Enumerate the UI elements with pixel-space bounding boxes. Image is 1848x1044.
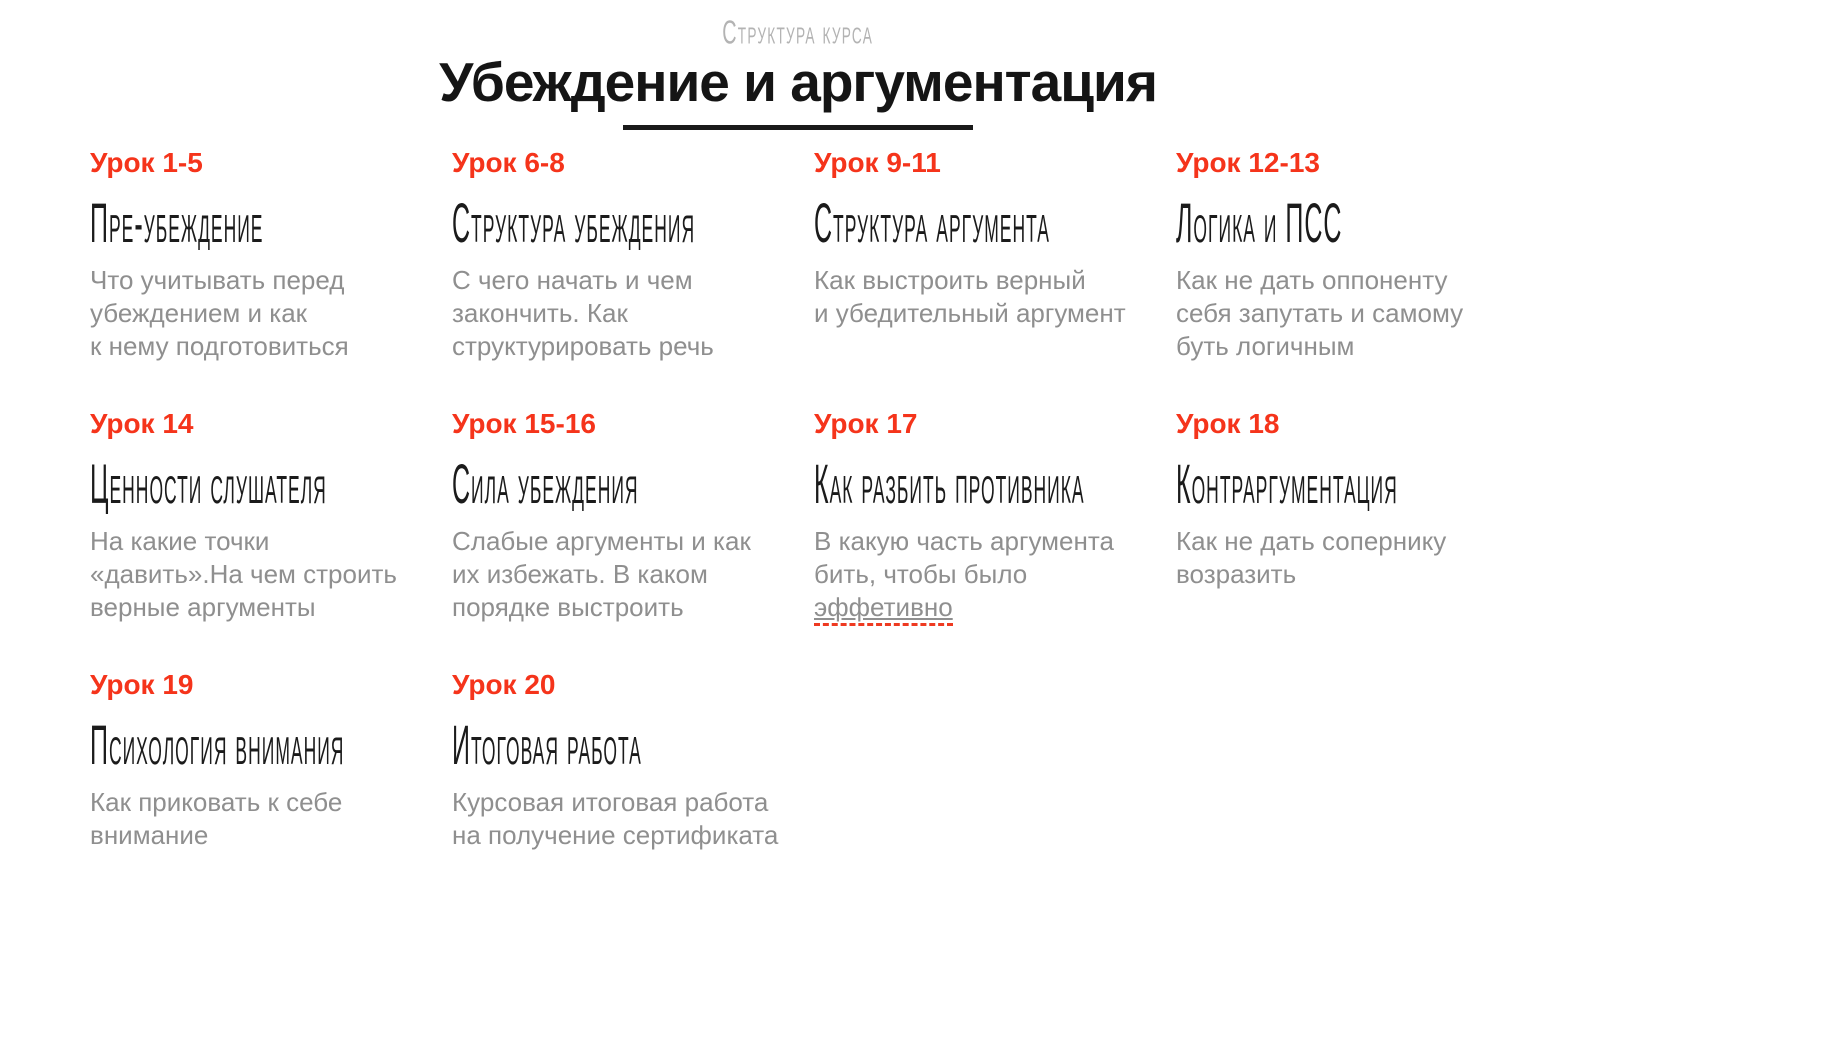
lesson-title-row: Контраргументация bbox=[1176, 455, 1538, 515]
description-line: убеждением и как bbox=[90, 298, 308, 328]
lesson-title: Логика и ПСС bbox=[1176, 191, 1343, 255]
lesson-title: Пре-убеждение bbox=[90, 191, 264, 255]
lesson-label: Урок 17 bbox=[814, 408, 918, 439]
description-line: В какую часть аргумента bbox=[814, 526, 1114, 556]
lesson-title-row: Логика и ПСС bbox=[1176, 194, 1538, 254]
description-line: порядке выстроить bbox=[452, 592, 684, 622]
description-line: их избежать. В каком bbox=[452, 559, 708, 589]
page-title: Убеждение и аргументация bbox=[439, 51, 1158, 113]
description-line: внимание bbox=[90, 820, 209, 850]
description-line: структурировать речь bbox=[452, 331, 714, 361]
description-line: На какие точки bbox=[90, 526, 270, 556]
lesson-card: Урок 17 Как разбить противника В какую ч… bbox=[814, 408, 1176, 626]
description-line: Как выстроить верный bbox=[814, 265, 1086, 295]
lesson-card: Урок 15-16 Сила убеждения Слабые аргумен… bbox=[452, 409, 814, 624]
description-line: к нему подготовиться bbox=[90, 331, 349, 361]
misspelled-word: эффетивно bbox=[814, 592, 953, 626]
lesson-description: Как приковать к себе внимание bbox=[90, 786, 452, 852]
lesson-card: Урок 12-13 Логика и ПСС Как не дать оппо… bbox=[1176, 148, 1538, 363]
description-line: и убедительный аргумент bbox=[814, 298, 1126, 328]
lesson-card: Урок 19 Психология внимания Как приковат… bbox=[90, 670, 452, 852]
description-line: Что учитывать перед bbox=[90, 265, 345, 295]
description-line: на получение сертификата bbox=[452, 820, 779, 850]
lesson-title-row: Как разбить противника bbox=[814, 455, 1176, 515]
lesson-title-row: Структура убеждения bbox=[452, 194, 814, 254]
lesson-card: Урок 6-8 Структура убеждения С чего нача… bbox=[452, 148, 814, 363]
description-line: Как не дать сопернику bbox=[1176, 526, 1447, 556]
lesson-title-row: Ценности слушателя bbox=[90, 455, 452, 515]
lesson-title: Как разбить противника bbox=[814, 452, 1085, 516]
lesson-card: Урок 9-11 Структура аргумента Как выстро… bbox=[814, 148, 1176, 363]
description-line: Как не дать оппоненту bbox=[1176, 265, 1448, 295]
lesson-label: Урок 15-16 bbox=[452, 408, 596, 439]
description-line: возразить bbox=[1176, 559, 1297, 589]
lesson-title: Структура убеждения bbox=[452, 191, 696, 255]
content-area: Структура курса Убеждение и аргументация… bbox=[90, 0, 1506, 852]
lesson-description: Что учитывать перед убеждением и как к нем… bbox=[90, 264, 452, 363]
lesson-card: Урок 14 Ценности слушателя На какие точк… bbox=[90, 409, 452, 624]
lesson-description: С чего начать и чем закончить. Как структу… bbox=[452, 264, 814, 363]
description-line: Курсовая итоговая работа bbox=[452, 787, 769, 817]
lesson-card: Урок 20 Итоговая работа Курсовая итогова… bbox=[452, 670, 814, 852]
lesson-description: В какую часть аргумента бить, чтобы было э… bbox=[814, 525, 1176, 626]
lesson-title-row: Сила убеждения bbox=[452, 455, 814, 515]
description-line: закончить. Как bbox=[452, 298, 628, 328]
lesson-description: Слабые аргументы и как их избежать. В как… bbox=[452, 525, 814, 624]
title-underline bbox=[623, 125, 973, 130]
lesson-label: Урок 6-8 bbox=[452, 147, 565, 178]
lesson-title: Сила убеждения bbox=[452, 452, 639, 516]
lesson-description: Как не дать оппоненту себя запутать и сам… bbox=[1176, 264, 1538, 363]
lesson-description: На какие точки «давить».На чем строить вер… bbox=[90, 525, 452, 624]
lesson-title: Структура аргумента bbox=[814, 191, 1050, 255]
lesson-label: Урок 18 bbox=[1176, 408, 1280, 439]
description-line: «давить».На чем строить bbox=[90, 559, 397, 589]
description-line: Слабые аргументы и как bbox=[452, 526, 751, 556]
lesson-title-row: Психология внимания bbox=[90, 716, 452, 776]
lesson-title: Ценности слушателя bbox=[90, 452, 327, 516]
description-line: верные аргументы bbox=[90, 592, 316, 622]
lesson-label: Урок 1-5 bbox=[90, 147, 203, 178]
description-line: себя запутать и самому bbox=[1176, 298, 1464, 328]
description-line: Как приковать к себе bbox=[90, 787, 343, 817]
description-line: буть логичным bbox=[1176, 331, 1355, 361]
lesson-card: Урок 1-5 Пре-убеждение Что учитывать пер… bbox=[90, 148, 452, 363]
description-line: бить, чтобы было bbox=[814, 559, 1028, 589]
lesson-title: Психология внимания bbox=[90, 713, 345, 777]
lesson-label: Урок 14 bbox=[90, 408, 194, 439]
lesson-title-row: Итоговая работа bbox=[452, 716, 814, 776]
lesson-label: Урок 20 bbox=[452, 669, 556, 700]
lesson-title: Итоговая работа bbox=[452, 713, 642, 777]
lesson-label: Урок 9-11 bbox=[814, 147, 941, 178]
lesson-title-row: Пре-убеждение bbox=[90, 194, 452, 254]
header: Структура курса Убеждение и аргументация bbox=[90, 0, 1506, 130]
lesson-title: Контраргументация bbox=[1176, 452, 1398, 516]
lessons-grid: Урок 1-5 Пре-убеждение Что учитывать пер… bbox=[90, 148, 1506, 852]
description-line: С чего начать и чем bbox=[452, 265, 693, 295]
lesson-card: Урок 18 Контраргументация Как не дать со… bbox=[1176, 409, 1538, 624]
lesson-title-row: Структура аргумента bbox=[814, 194, 1176, 254]
lesson-description: Как выстроить верный и убедительный аргум… bbox=[814, 264, 1176, 330]
lesson-description: Курсовая итоговая работа на получение сер… bbox=[452, 786, 814, 852]
eyebrow-row: Структура курса bbox=[90, 13, 1506, 51]
lesson-label: Урок 19 bbox=[90, 669, 194, 700]
lesson-description: Как не дать сопернику возразить bbox=[1176, 525, 1538, 591]
lesson-label: Урок 12-13 bbox=[1176, 147, 1320, 178]
eyebrow-label: Структура курса bbox=[722, 13, 874, 51]
